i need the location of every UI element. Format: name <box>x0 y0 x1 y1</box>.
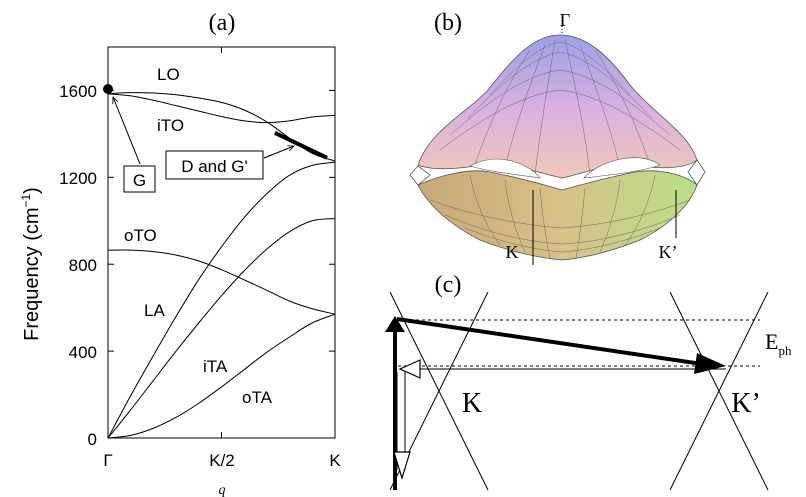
gamma-point-label: Γ <box>560 10 570 30</box>
curve-oto <box>107 249 336 315</box>
k-valley-label: K <box>462 388 482 419</box>
curve-ita <box>107 218 336 439</box>
phonon-dispersion-plot: 0 400 800 1200 1600 Γ K/2 K q LO iTO oTO… <box>59 46 341 497</box>
panel-c: (c) K K’ Eph <box>385 272 792 491</box>
cone-opening-left <box>409 165 431 186</box>
lower-band-mesh <box>429 174 691 259</box>
g-annotation-label: G <box>133 171 146 190</box>
dg-highlight-line <box>273 130 328 160</box>
g-annotation-arrow <box>113 97 141 165</box>
kp-point-label: K’ <box>659 242 678 262</box>
curve-label-la: LA <box>144 301 165 320</box>
cone-opening-center-right <box>583 157 661 179</box>
y-tick-label-400: 400 <box>69 343 97 362</box>
curve-label-lo: LO <box>157 65 180 84</box>
dispersion-curves <box>107 92 336 439</box>
scattering-arrow-shaft <box>396 317 703 366</box>
phonon-energy-label: Eph <box>765 329 792 358</box>
kp-valley-label: K’ <box>731 388 761 419</box>
curve-label-oto: oTO <box>124 226 157 245</box>
curve-ota <box>107 313 336 439</box>
curve-label-ito: iTO <box>157 116 184 135</box>
band-surface <box>409 34 706 261</box>
panel-b: (b) Γ <box>409 10 706 265</box>
x-tick-label-gamma: Γ <box>103 451 112 470</box>
upper-band-surface <box>417 34 698 179</box>
curve-label-ita: iTA <box>203 357 228 376</box>
g-annotation-box <box>123 165 156 193</box>
phonon-energy-sub: ph <box>778 343 792 358</box>
dg-annotation-box <box>165 150 264 180</box>
y-tick-label-1600: 1600 <box>59 82 97 101</box>
y-tick-label-0: 0 <box>88 430 97 449</box>
backscatter-arrowhead <box>398 359 421 379</box>
y-axis-label-sup: −1 <box>19 193 33 207</box>
excitation-arrowhead <box>385 316 405 332</box>
x-axis-label: q <box>219 483 226 497</box>
y-tick-label-800: 800 <box>69 256 97 275</box>
x-tick-label-k-half: K/2 <box>209 451 235 470</box>
highlight-segment <box>273 130 328 160</box>
cone-opening-center-left <box>469 158 541 179</box>
g-point-marker <box>103 84 113 94</box>
panel-b-label: (b) <box>434 10 462 36</box>
dg-annotation-label: D and G' <box>181 157 248 176</box>
phonon-energy-main: E <box>765 329 778 354</box>
curve-label-ota: oTA <box>242 388 273 407</box>
scattering-arrowhead <box>694 353 726 374</box>
y-tick-label-1200: 1200 <box>59 169 97 188</box>
kp-cone-line-2 <box>669 291 769 491</box>
upper-band-mesh <box>439 39 681 176</box>
y-axis-label-end: ) <box>21 187 43 194</box>
y-axis-label: Frequency (cm−1) <box>19 187 43 341</box>
k-point-label: K <box>506 242 519 262</box>
y-axis-label-main: Frequency (cm <box>21 207 43 340</box>
panel-a: (a) Frequency (cm−1) 0 400 800 1200 1600… <box>19 10 341 497</box>
recombination-arrowhead <box>393 451 411 481</box>
cone-opening-right <box>687 159 706 186</box>
x-tick-label-k: K <box>329 451 341 470</box>
dg-annotation-arrow <box>263 146 294 159</box>
curve-la <box>107 161 336 439</box>
curve-ito <box>107 93 336 124</box>
panel-c-label: (c) <box>435 272 462 298</box>
lower-band-surface <box>417 170 698 261</box>
panel-a-label: (a) <box>209 10 236 36</box>
